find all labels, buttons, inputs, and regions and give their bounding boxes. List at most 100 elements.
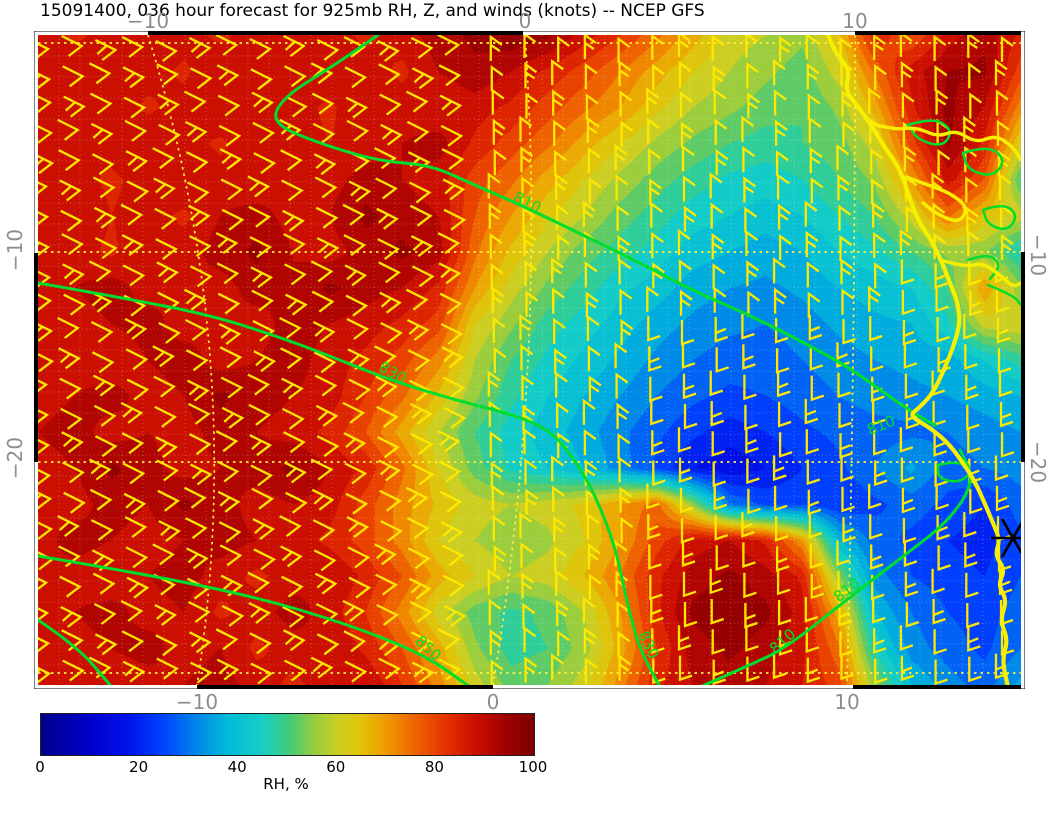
wind-barb [158, 520, 181, 543]
wind-barb [964, 344, 978, 370]
wind-barb [840, 456, 854, 483]
wind-barb [557, 630, 570, 657]
wind-barb [348, 378, 372, 401]
wind-barb [806, 459, 821, 486]
wind-barb [744, 206, 758, 233]
wind-barb [679, 487, 694, 514]
wind-barb [649, 376, 663, 403]
y-axis-left-tick: −10 [3, 228, 27, 272]
wind-barb [216, 64, 240, 87]
wind-barb [968, 260, 982, 286]
wind-barb [650, 399, 664, 426]
wind-barb [379, 93, 402, 116]
wind-barb [648, 544, 662, 570]
wind-barb [932, 202, 946, 229]
station-marker [991, 518, 1021, 558]
colorbar-label: RH, % [263, 775, 309, 793]
wind-barb [524, 62, 538, 89]
contour-islet [906, 119, 951, 146]
wind-barb [215, 232, 239, 255]
wind-barb [157, 291, 180, 314]
wind-barb [217, 94, 241, 117]
wind-barb [38, 637, 51, 653]
wind-barb [189, 67, 213, 90]
wind-barb [525, 92, 539, 119]
wind-barb [489, 430, 503, 458]
wind-barb [62, 659, 85, 682]
wind-barb [490, 263, 504, 290]
wind-barb [808, 315, 823, 341]
wind-barb [38, 72, 52, 90]
wind-barb [838, 204, 852, 231]
wind-barb [869, 316, 883, 342]
wind-barb [279, 515, 302, 538]
wind-barb [967, 626, 981, 652]
wind-barb [714, 118, 728, 145]
wind-barb [376, 603, 399, 626]
wind-barb [588, 177, 602, 204]
wind-barb [92, 374, 116, 397]
wind-barb [94, 633, 118, 656]
wind-barb [249, 632, 273, 655]
wind-barb [899, 427, 914, 453]
wind-barb [744, 603, 758, 629]
wind-barb [583, 627, 597, 654]
wind-barb [553, 119, 566, 146]
colorbar-tick: 20 [129, 758, 149, 776]
wind-barb [38, 323, 54, 342]
wind-barb [966, 404, 980, 431]
wind-barb [841, 486, 855, 513]
wind-barb [280, 347, 303, 370]
wind-barb [937, 545, 951, 571]
wind-barb [963, 512, 977, 538]
colorbar-tick: 40 [227, 758, 247, 776]
wind-barb [185, 349, 209, 372]
wind-barb [677, 228, 691, 256]
wind-barb [837, 570, 851, 597]
wind-barb [741, 115, 755, 142]
wind-barb [874, 64, 887, 91]
wind-barb [617, 36, 631, 63]
wind-barb [374, 543, 397, 566]
wind-barb [90, 320, 114, 343]
wind-barb [772, 59, 786, 86]
wind-barb [520, 542, 534, 569]
wind-barb [552, 485, 565, 512]
wind-barb [219, 346, 243, 369]
wind-barb [285, 491, 308, 514]
wind-barb [902, 320, 917, 346]
wind-barb [614, 342, 628, 369]
wind-barb [491, 88, 505, 115]
wind-barb [969, 488, 983, 515]
wind-barb [314, 572, 338, 595]
wind-barb [218, 322, 242, 345]
wind-barb [967, 35, 980, 58]
wind-barb [619, 486, 633, 513]
wind-barb [345, 96, 369, 119]
wind-barb [873, 35, 886, 60]
wind-barb [122, 462, 146, 485]
wind-barb [841, 288, 855, 315]
wind-barb [585, 489, 599, 516]
wind-barb [315, 602, 339, 625]
wind-barb [524, 260, 538, 287]
wind-barb [522, 602, 536, 629]
wind-barb [281, 179, 304, 202]
wind-barb [282, 209, 305, 232]
wind-barb [772, 257, 786, 284]
wind-barb [489, 35, 503, 61]
wind-barb [252, 319, 276, 342]
wind-barb [250, 68, 274, 91]
wind-barb [38, 666, 52, 684]
wind-barb [491, 484, 505, 511]
wind-barb [551, 257, 564, 284]
wind-barb [281, 575, 304, 598]
plot-title: 15091400, 036 hour forecast for 925mb RH… [40, 1, 705, 21]
wind-barb [375, 375, 398, 398]
wind-barb [38, 491, 53, 510]
wind-barb [411, 661, 435, 684]
wind-barb [901, 289, 916, 316]
wind-barb [438, 460, 462, 483]
wind-barb [554, 149, 567, 177]
wind-barb [586, 314, 600, 341]
